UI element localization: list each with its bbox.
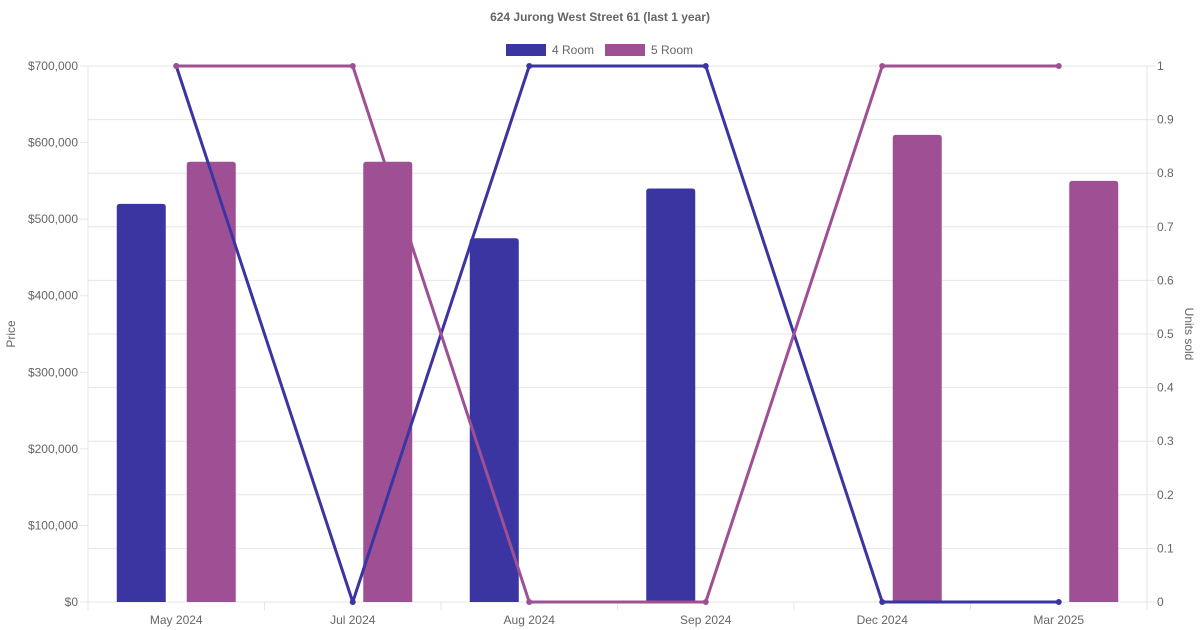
point-5-room[interactable]: [349, 63, 356, 69]
bar-4-room[interactable]: [646, 188, 696, 602]
x-axis-ticks: May 2024 Jul 2024 Aug 2024 Sep 2024 Dec 2024…: [150, 613, 1085, 627]
y-axis-right-tick-label: 0.4: [1157, 381, 1174, 395]
bar-5-room[interactable]: [363, 161, 413, 602]
y-axis-left-ticks: $0 $100,000 $200,000 $300,000 $400,000 $500,0…: [28, 59, 78, 609]
x-axis-tick-label: Sep 2024: [680, 613, 732, 627]
line-4-room[interactable]: [174, 64, 1059, 604]
lines: [174, 64, 1059, 604]
grid: [80, 65, 1155, 610]
y-axis-right-tick-label: 0.7: [1157, 220, 1174, 234]
x-axis-tick-label: Aug 2024: [504, 613, 556, 627]
y-axis-left-tick-label: $700,000: [28, 59, 78, 73]
legend[interactable]: 4 Room 5 Room: [506, 43, 693, 57]
x-axis-tick-label: Dec 2024: [857, 613, 909, 627]
bar-5-room[interactable]: [892, 134, 942, 602]
x-axis-tick-label: May 2024: [150, 613, 203, 627]
points: [173, 63, 1062, 605]
y-axis-right-tick-label: 0.1: [1157, 541, 1174, 555]
y-axis-right-tick-label: 0.8: [1157, 166, 1174, 180]
legend-swatch-4-room: [506, 44, 546, 56]
y-axis-left-tick-label: $600,000: [28, 136, 78, 150]
point-4-room[interactable]: [526, 63, 533, 69]
point-5-room[interactable]: [526, 599, 533, 605]
point-4-room[interactable]: [349, 599, 356, 605]
y-axis-right-tick-label: 0: [1157, 595, 1164, 609]
y-axis-left-tick-label: $0: [65, 595, 79, 609]
y-axis-left-tick-label: $200,000: [28, 442, 78, 456]
point-4-room[interactable]: [1055, 599, 1062, 605]
point-5-room[interactable]: [173, 63, 180, 69]
y-axis-right-tick-label: 0.2: [1157, 488, 1174, 502]
y-axis-left-tick-label: $100,000: [28, 518, 78, 532]
point-5-room[interactable]: [879, 63, 886, 69]
y-axis-left-tick-label: $300,000: [28, 365, 78, 379]
point-5-room[interactable]: [702, 599, 709, 605]
bars: [116, 134, 1119, 603]
y-axis-left-tick-label: $400,000: [28, 289, 78, 303]
legend-label-5-room[interactable]: 5 Room: [651, 43, 693, 57]
x-axis-tick-label: Jul 2024: [330, 613, 376, 627]
line-5-room[interactable]: [176, 64, 1059, 604]
legend-label-4-room[interactable]: 4 Room: [552, 43, 594, 57]
bar-4-room[interactable]: [469, 238, 519, 603]
y-axis-right-tick-label: 1: [1157, 59, 1164, 73]
bar-5-room[interactable]: [1069, 180, 1119, 602]
y-axis-right-tick-label: 0.9: [1157, 113, 1174, 127]
bar-5-room[interactable]: [186, 161, 236, 602]
y-axis-right-tick-label: 0.5: [1157, 327, 1174, 341]
y-axis-left-tick-label: $500,000: [28, 212, 78, 226]
y-axis-right-ticks: 0 0.1 0.2 0.3 0.4 0.5 0.6 0.7 0.8 0.9 1: [1157, 59, 1174, 609]
point-4-room[interactable]: [702, 63, 709, 69]
y-axis-right-title: Units sold: [1182, 308, 1196, 361]
point-5-room[interactable]: [1055, 63, 1062, 69]
chart-title: 624 Jurong West Street 61 (last 1 year): [490, 10, 710, 24]
point-4-room[interactable]: [879, 599, 886, 605]
y-axis-right-tick-label: 0.6: [1157, 273, 1174, 287]
x-axis-tick-label: Mar 2025: [1033, 613, 1084, 627]
y-axis-left-title: Price: [4, 320, 18, 348]
legend-swatch-5-room: [605, 44, 645, 56]
y-axis-right-tick-label: 0.3: [1157, 434, 1174, 448]
bar-4-room[interactable]: [116, 203, 166, 603]
